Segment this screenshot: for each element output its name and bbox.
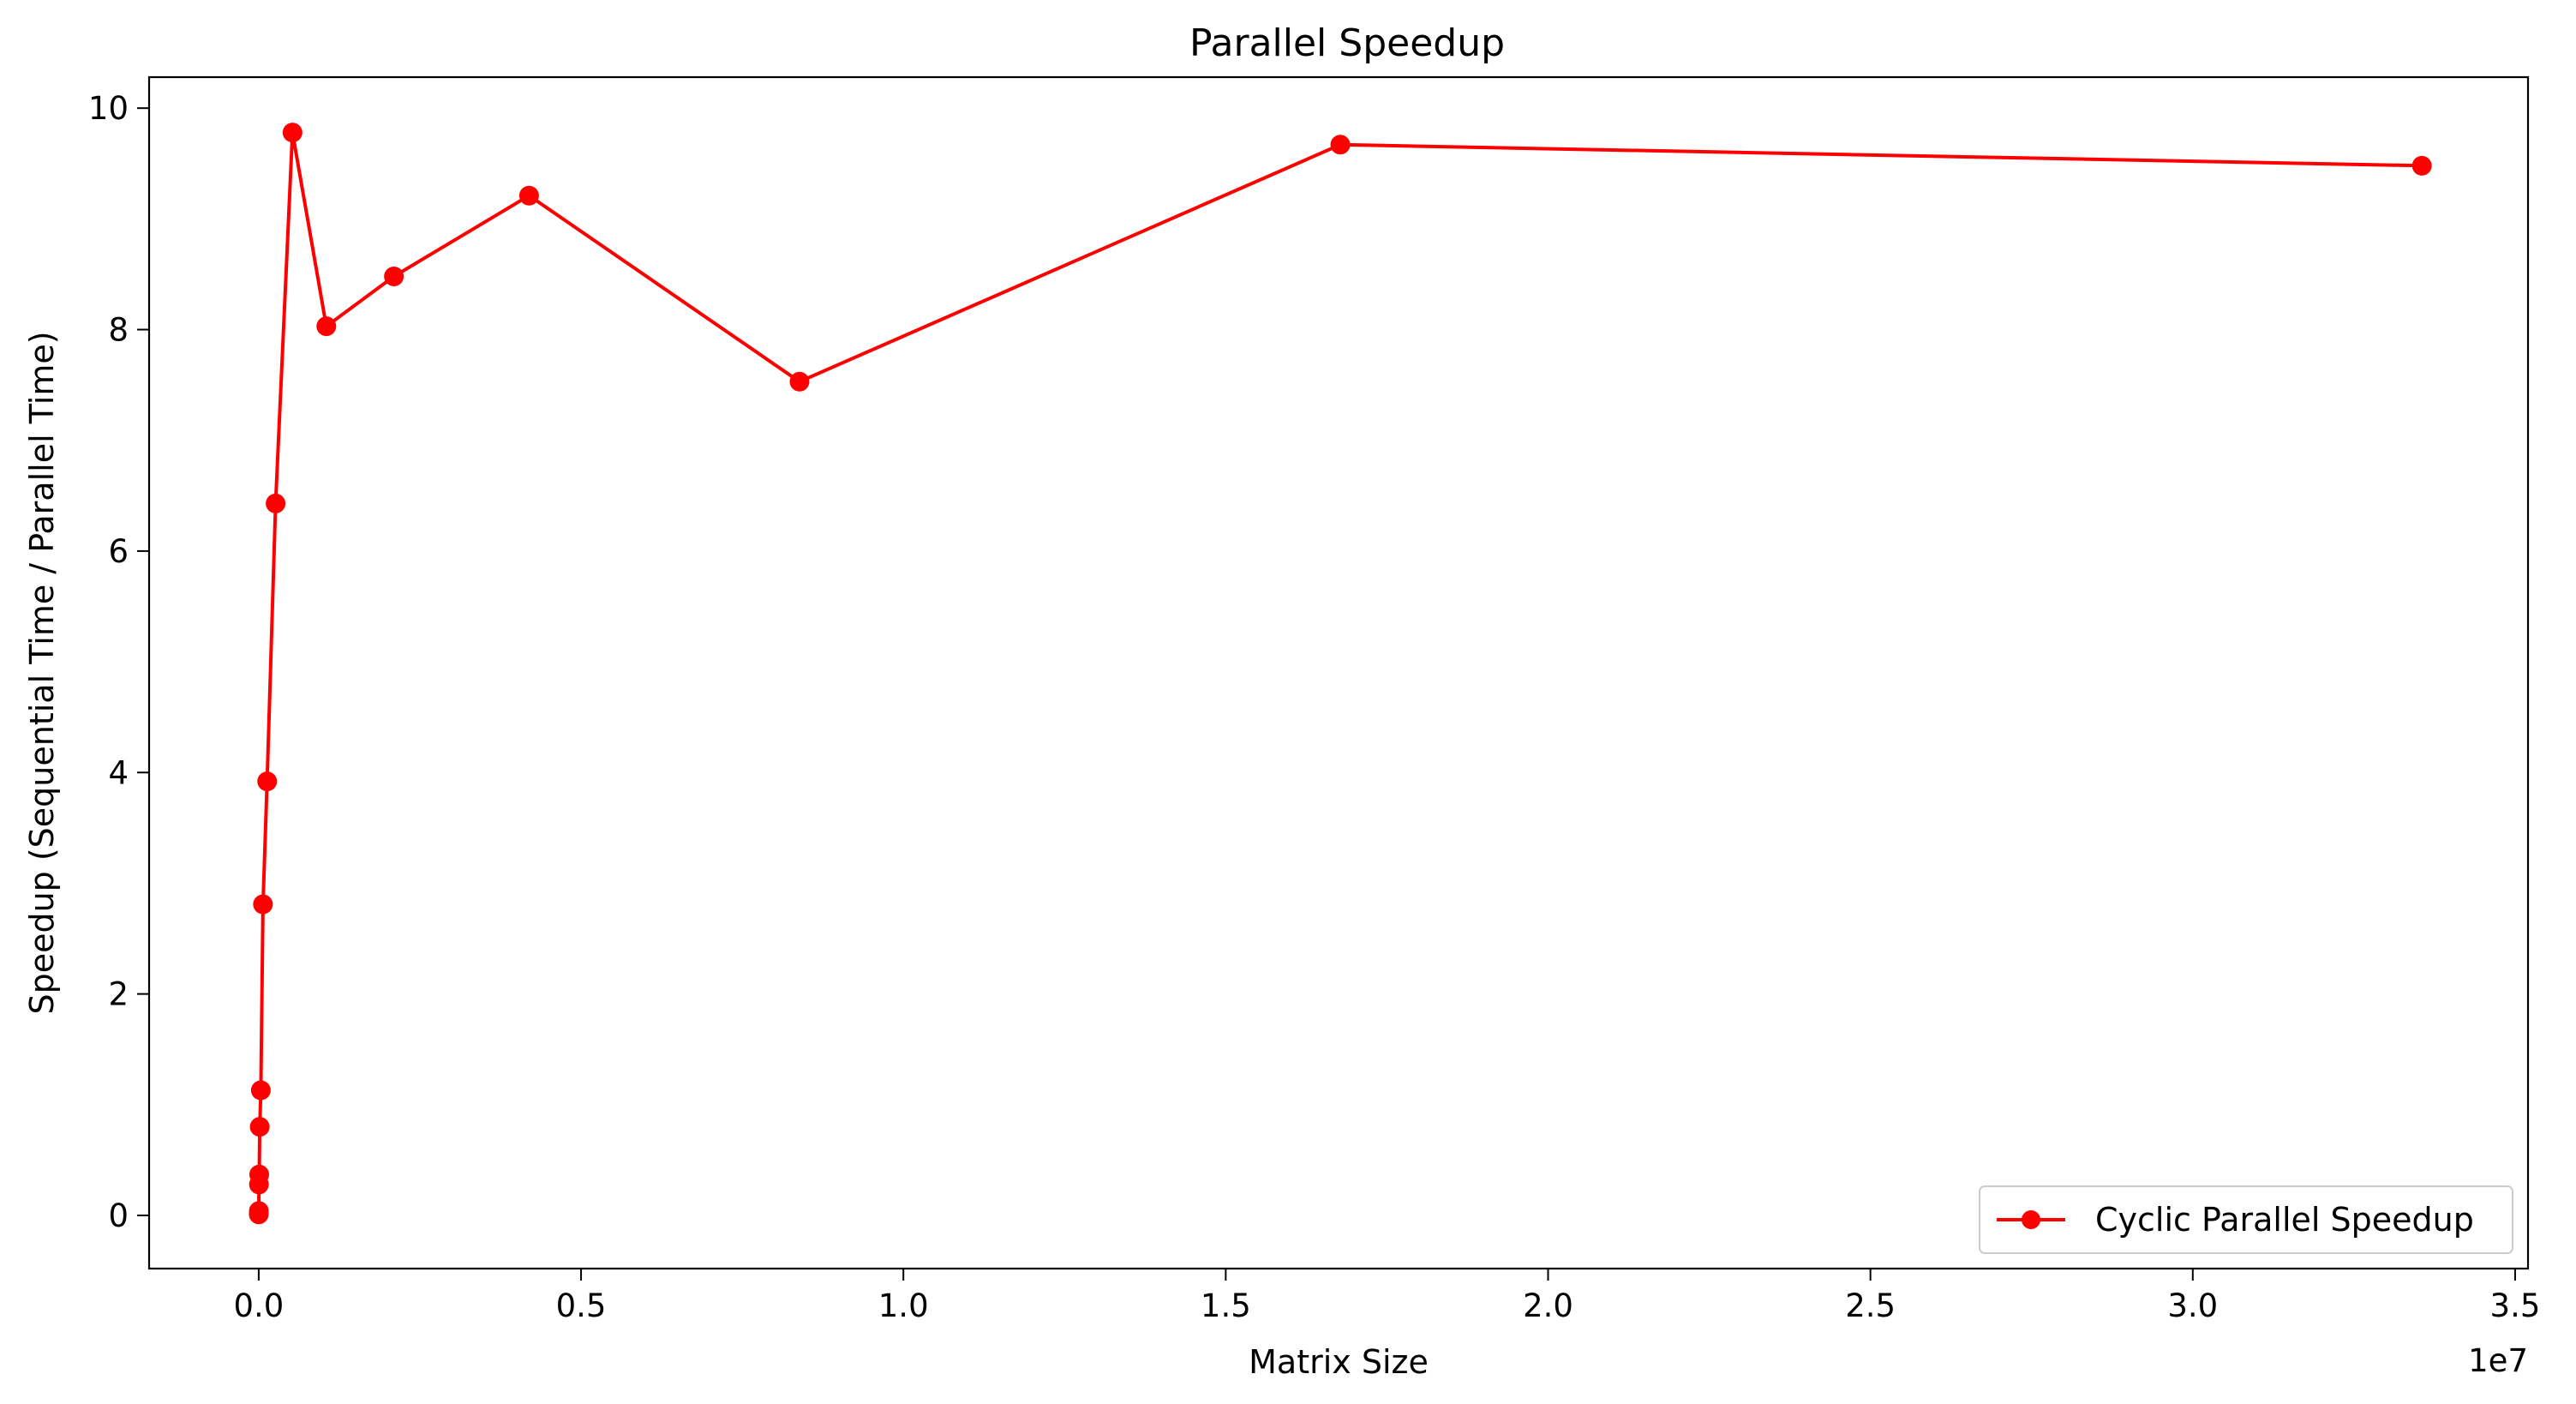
y-tick-label: 2: [108, 976, 129, 1013]
y-tick-label: 0: [108, 1197, 129, 1234]
data-point: [249, 1117, 270, 1137]
axis-ticks: 0.0 0.5 1.0 1.5 2.0 2.5 3.0 3.5 0 2 4 6 8 10: [88, 90, 2540, 1324]
data-point: [2411, 155, 2432, 176]
data-point: [316, 316, 337, 337]
data-point: [1330, 135, 1351, 155]
data-point: [250, 1080, 271, 1101]
legend: Cyclic Parallel Speedup: [1979, 1185, 2513, 1254]
x-tick-label: 0.5: [556, 1287, 607, 1324]
x-tick-label: 2.5: [1845, 1287, 1896, 1324]
data-point: [249, 1201, 269, 1221]
x-tick-label: 2.0: [1523, 1287, 1573, 1324]
data-point: [518, 185, 539, 206]
legend-marker-swatch: [2022, 1210, 2040, 1229]
data-point: [384, 267, 404, 287]
chart-title: Parallel Speedup: [1189, 21, 1505, 65]
legend-box: [1979, 1185, 2513, 1254]
y-tick-label: 8: [108, 312, 129, 349]
data-point: [249, 1164, 269, 1185]
series-layer: [249, 123, 2432, 1225]
x-tick-label: 1.5: [1201, 1287, 1251, 1324]
data-point: [282, 123, 303, 143]
x-tick-label: 3.5: [2490, 1287, 2541, 1324]
data-point: [257, 771, 278, 792]
y-axis-title: Speedup (Sequential Time / Parallel Time…: [23, 331, 61, 1014]
plot-frame: [147, 75, 2530, 1270]
x-tick-label: 0.0: [233, 1287, 284, 1324]
y-tick-label: 4: [108, 754, 129, 791]
y-tick-label: 6: [108, 533, 129, 570]
legend-entry-label: Cyclic Parallel Speedup: [2095, 1201, 2474, 1239]
data-point: [789, 371, 810, 392]
data-point: [253, 894, 273, 915]
y-tick-label: 10: [88, 90, 129, 127]
x-axis-title: Matrix Size: [1249, 1343, 1429, 1381]
x-tick-label: 3.0: [2167, 1287, 2218, 1324]
x-tick-label: 1.0: [878, 1287, 929, 1324]
data-point: [266, 493, 286, 513]
x-axis-offset-label: 1e7: [2468, 1342, 2528, 1379]
